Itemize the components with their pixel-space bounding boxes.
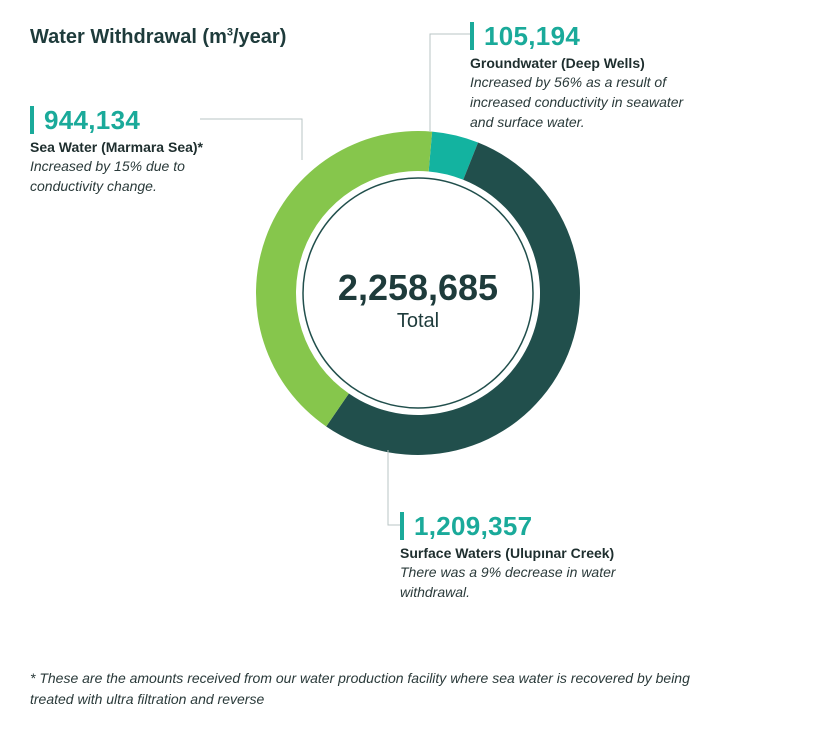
- slice-surface-waters: [326, 142, 580, 455]
- sea-water-label: Sea Water (Marmara Sea)*: [30, 139, 204, 155]
- total-value: 2,258,685: [337, 267, 499, 308]
- center-total: 2,258,685 Total: [318, 268, 518, 333]
- callout-sea-water: 944,134 Sea Water (Marmara Sea)* Increas…: [30, 106, 245, 196]
- chart-title: Water Withdrawal (m3/year): [30, 26, 287, 48]
- surface-waters-value: 1,209,357: [400, 512, 670, 540]
- leader-line-groundwater: [429, 33, 470, 132]
- callout-surface-waters: 1,209,357 Surface Waters (Ulupınar Creek…: [400, 512, 670, 602]
- groundwater-value: 105,194: [470, 22, 700, 50]
- slice-groundwater: [428, 131, 479, 180]
- leader-line-surface: [387, 450, 400, 526]
- groundwater-label: Groundwater (Deep Wells): [470, 55, 645, 71]
- groundwater-note: Increased by 56% as a result of increase…: [470, 74, 684, 130]
- sea-water-value: 944,134: [30, 106, 245, 134]
- surface-waters-note: There was a 9% decrease in water withdra…: [400, 564, 616, 600]
- total-label: Total: [396, 310, 440, 332]
- footnote: * These are the amounts received from ou…: [30, 670, 690, 707]
- surface-waters-label: Surface Waters (Ulupınar Creek): [400, 545, 615, 561]
- leader-line-sea: [200, 118, 303, 160]
- sea-water-note: Increased by 15% due to conductivity cha…: [30, 158, 185, 194]
- slice-sea-water: [256, 131, 433, 427]
- inner-ring-line: [302, 177, 534, 409]
- callout-groundwater: 105,194 Groundwater (Deep Wells) Increas…: [470, 22, 700, 132]
